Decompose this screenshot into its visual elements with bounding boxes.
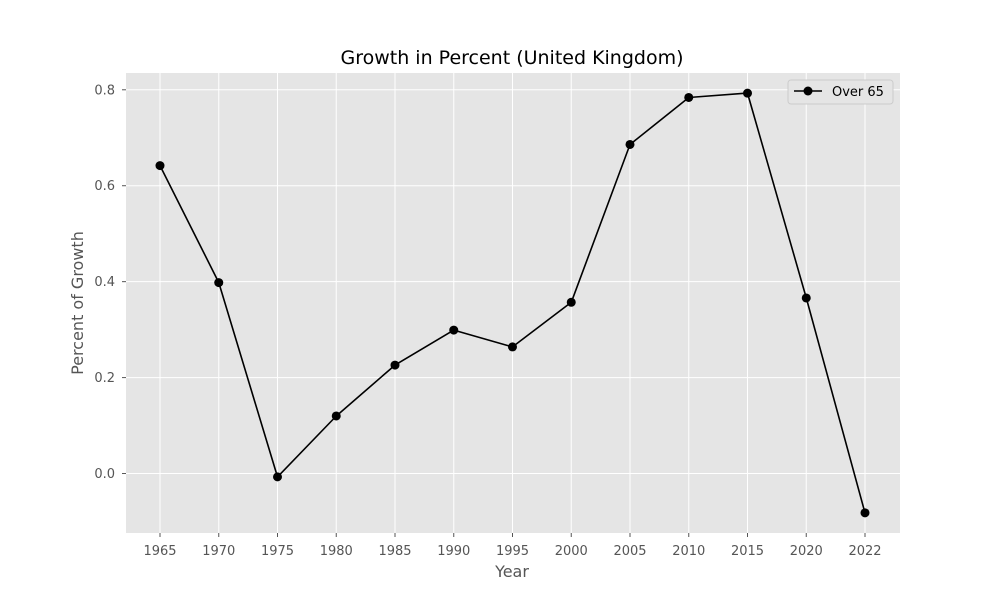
axis-ticks: 1965 1970 1975 1980 1985 1990 1995 2000 2005 2010… [94,83,881,559]
x-tick-label: 1975 [261,544,294,559]
x-tick-label: 2022 [848,544,881,559]
x-tick-label: 1970 [202,544,235,559]
data-point [331,411,341,421]
y-tick-label: 0.2 [94,371,115,386]
data-point [390,360,400,370]
x-tick-label: 2000 [555,544,588,559]
data-point [273,472,282,482]
series-layer [155,88,870,518]
data-point [155,161,165,171]
x-tick-label: 1985 [378,544,411,559]
data-point [449,325,459,335]
data-point [801,293,811,303]
y-axis-title: Percent of Growth [68,231,87,375]
data-point [860,508,870,518]
x-tick-label: 1980 [320,544,353,559]
y-tick-label: 0.8 [94,83,115,98]
x-tick-label: 1995 [496,544,529,559]
legend-box [787,79,894,105]
x-tick-label: 2005 [613,544,646,559]
x-tick-label: 1965 [143,544,176,559]
legend-marker-over-65 [803,86,813,96]
grid [126,73,900,533]
data-point [625,139,635,149]
data-point [684,92,694,102]
data-point [566,297,576,307]
y-tick-label: 0.4 [94,275,115,290]
data-point [508,342,517,352]
x-axis-title: Year [494,562,529,581]
data-point [214,278,224,288]
x-tick-label: 2020 [790,544,823,559]
y-tick-label: 0.6 [94,179,115,194]
y-tick-label: 0.0 [94,467,115,482]
data-point [743,88,752,98]
x-tick-label: 2015 [731,544,764,559]
legend: Over 65 [787,79,894,105]
x-tick-label: 1990 [437,544,470,559]
legend-label-over-65: Over 65 [832,85,884,100]
chart-title: Growth in Percent (United Kingdom) [340,47,683,69]
x-tick-label: 2010 [672,544,705,559]
